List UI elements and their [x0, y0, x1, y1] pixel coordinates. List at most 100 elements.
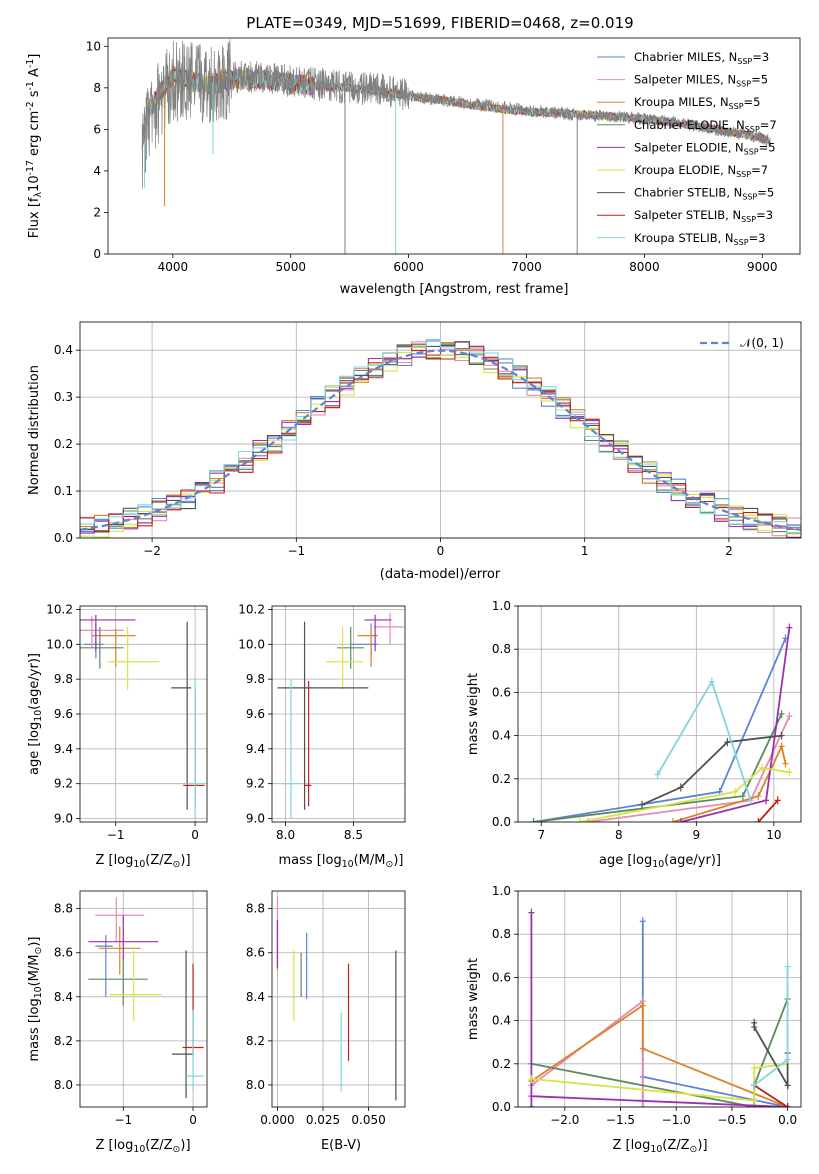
y-tick-label: 0.6 [492, 970, 511, 984]
weight-marker [747, 796, 754, 805]
weight-marker [784, 962, 791, 971]
weight-vs-age-panel: 7 8 9 10 0.0 0.2 0.4 0.6 0.8 1.0 age [log10​(age/y… [466, 599, 802, 870]
weight-marker [528, 1074, 535, 1083]
weight-vs-Z-plot-area [528, 908, 791, 1107]
weight-marker [639, 917, 646, 926]
mass-vs-EBV-plot-area [276, 897, 397, 1101]
y-tick-label: 8.2 [54, 1034, 73, 1048]
xlabel-label: E(B-V) [321, 1138, 361, 1153]
xlabel-label: age [log10​(age/yr)] [599, 853, 721, 870]
weight-marker [778, 710, 785, 718]
mass-vs-Z-panel: −1 0 8.0 8.2 8.4 8.6 8.8 Z [log10​(Z/Z⊙​)] mass … [27, 890, 208, 1155]
y-tick-label: 10.0 [46, 637, 73, 651]
x-tick-label: −2.0 [550, 1113, 579, 1127]
x-tick-label: −1 [114, 1113, 132, 1127]
xlabel-label: Z [log10​(Z/Z⊙​)] [95, 1138, 190, 1155]
x-tick-label: −2 [143, 544, 161, 558]
weight-marker [763, 796, 770, 805]
mass-vs-Z-plot-area [88, 897, 204, 1099]
y-tick-label: 9.2 [246, 777, 265, 791]
y-tick-label: 8.8 [54, 902, 73, 916]
x-tick-label: 0.025 [306, 1113, 340, 1127]
weight-vs-Z-panel: −2.0 −1.5 −1.0 −0.5 0.0 0.0 0.2 0.4 0.6 0.8 1.0 Z [… [466, 884, 802, 1155]
y-tick-label: 0.0 [492, 815, 511, 829]
legend-entry: Kroupa MILES, NSSP=5 [634, 95, 760, 111]
x-tick-label: 8.5 [344, 828, 363, 842]
weight-marker [670, 818, 677, 822]
legend-entry: Chabrier ELODIE, NSSP=7 [634, 118, 777, 134]
y-tick-label: 0.4 [492, 729, 511, 743]
x-tick-label: 2 [725, 544, 733, 558]
y-tick-label: 10.0 [238, 637, 265, 651]
weight-marker [528, 1092, 535, 1101]
weight-line-kroupa-elodie [579, 767, 790, 822]
y-tick-label: 0.8 [492, 927, 511, 941]
data-spectrum [141, 39, 771, 189]
weight-line-chabrier-stelib [641, 734, 782, 806]
y-tick-label: 0.4 [492, 1014, 511, 1028]
y-tick-label: 0.8 [492, 642, 511, 656]
ylabel-label: mass weight [466, 958, 481, 1040]
y-tick-label: 0.0 [492, 1100, 511, 1114]
weight-line-kroupa-miles [530, 1003, 788, 1107]
y-tick-label: 2 [93, 205, 101, 219]
figure-title: PLATE=0349, MJD=51699, FIBERID=0468, z=0… [246, 14, 633, 32]
weight-vs-Z-frame [517, 890, 802, 1108]
weight-marker [530, 818, 537, 822]
weight-marker [759, 764, 766, 772]
y-tick-label: 8.0 [246, 1078, 265, 1092]
y-tick-label: 4 [93, 164, 101, 178]
weight-marker [677, 783, 684, 792]
x-tick-label: 7 [537, 828, 545, 842]
x-tick-label: 0.000 [260, 1113, 294, 1127]
y-tick-label: 10.2 [46, 602, 73, 616]
xlabel-label: mass [log10​(M/M⊙​)] [279, 853, 404, 870]
y-tick-label: 0.2 [54, 437, 73, 451]
weight-marker [528, 1103, 535, 1107]
x-tick-label: −1.5 [606, 1113, 635, 1127]
y-tick-label: 0 [93, 247, 101, 261]
weight-line-chabrier-miles [641, 921, 788, 1107]
weight-vs-age-plot-area [530, 623, 793, 822]
x-tick-label: 9 [693, 828, 701, 842]
weight-marker [639, 1044, 646, 1053]
weight-line-chabrier-stelib [753, 1022, 789, 1089]
normal-reference-curve [80, 349, 801, 531]
legend-entry: Chabrier MILES, NSSP=3 [634, 50, 769, 66]
y-tick-label: 8 [93, 81, 101, 95]
mass-vs-EBV-frame [271, 890, 406, 1108]
y-tick-label: 9.4 [54, 742, 73, 756]
weight-marker [639, 1001, 646, 1010]
spectrum-plot-area [141, 39, 771, 254]
weight-line-salpeter-stelib [753, 1084, 789, 1107]
y-tick-label: 9.6 [246, 707, 265, 721]
x-tick-label: 0 [437, 544, 445, 558]
x-tick-label: 10 [766, 828, 781, 842]
legend-entry: Kroupa ELODIE, NSSP=7 [634, 163, 768, 179]
weight-marker [677, 818, 684, 822]
x-tick-label: 8 [615, 828, 623, 842]
weight-marker [732, 787, 739, 796]
weight-line-salpeter-elodie [530, 912, 788, 1107]
weight-marker [782, 759, 789, 768]
legend-entry: Salpeter ELODIE, NSSP=5 [634, 140, 776, 156]
y-tick-label: 10.2 [238, 602, 265, 616]
x-tick-label: 0.050 [351, 1113, 385, 1127]
weight-marker [577, 818, 584, 822]
x-tick-label: 0 [189, 1113, 197, 1127]
x-tick-label: 0 [191, 828, 199, 842]
weight-marker [584, 818, 591, 822]
ylabel-label: age [log10​(age/yr)] [27, 653, 44, 775]
spectrum-frame [107, 37, 801, 255]
y-tick-label: 8.4 [54, 990, 73, 1004]
x-tick-label: −1 [107, 828, 125, 842]
weight-marker [755, 818, 762, 822]
y-tick-label: 9.4 [246, 742, 265, 756]
y-tick-label: 10 [86, 39, 101, 53]
x-tick-label: 5000 [275, 260, 306, 274]
y-tick-label: 9.8 [246, 672, 265, 686]
y-tick-label: 1.0 [492, 884, 511, 898]
y-tick-label: 0.3 [54, 390, 73, 404]
weight-marker [786, 768, 793, 777]
